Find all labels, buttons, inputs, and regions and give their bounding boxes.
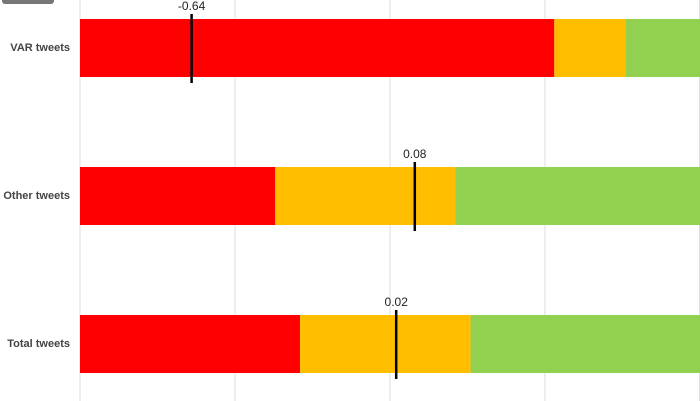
toolbar-button [2,0,54,4]
range-segment [80,19,555,77]
marker-label: 0.08 [403,147,427,161]
range-segment [275,167,456,225]
marker-label: -0.64 [178,0,206,13]
range-segment [625,19,700,77]
range-segment [470,315,700,373]
range-segment [300,315,471,373]
marker-label: 0.02 [385,295,409,309]
category-label: Other tweets [3,190,70,202]
range-segment [455,167,700,225]
range-segment [80,167,276,225]
category-label: VAR tweets [10,42,70,54]
range-segment [554,19,626,77]
category-label: Total tweets [7,338,70,350]
range-segment [80,315,301,373]
